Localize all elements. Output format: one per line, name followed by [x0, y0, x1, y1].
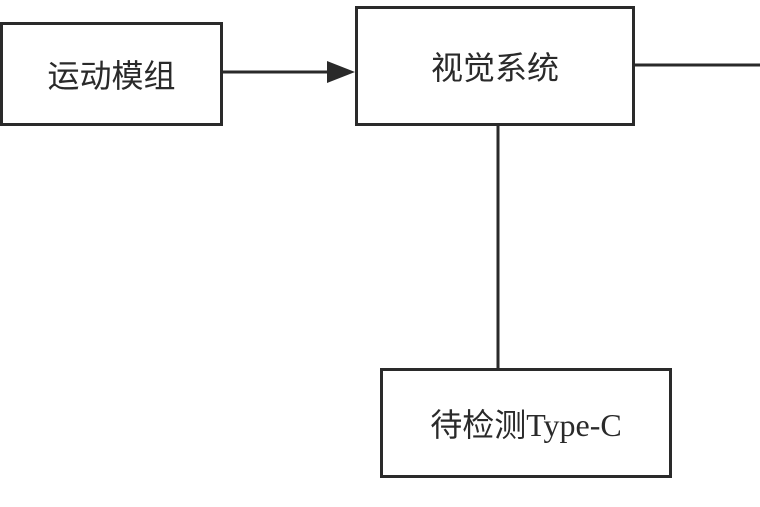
diagram-canvas: 运动模组 视觉系统待检测Type-C — [0, 0, 760, 507]
arrowhead-motion-to-vision — [327, 61, 355, 83]
node-typec: 待检测Type-C — [380, 368, 672, 478]
node-vision-label: 视觉系统 — [431, 43, 559, 89]
node-motion-label: 运动模组 — [47, 51, 175, 97]
node-typec-label: 待检测Type-C — [430, 400, 622, 446]
node-vision: 视觉系统 — [355, 6, 635, 126]
node-motion: 运动模组 — [0, 22, 223, 126]
